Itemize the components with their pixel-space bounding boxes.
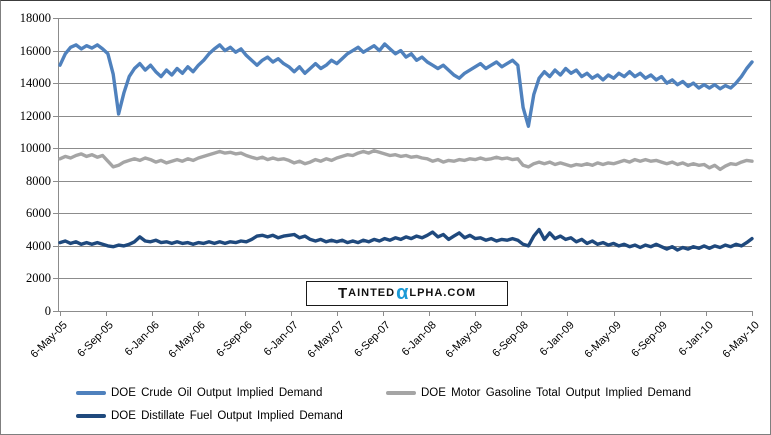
legend-label: DOE Distillate Fuel Output Implied Deman…	[111, 409, 343, 422]
series-line-1	[58, 148, 754, 172]
watermark-text: AINTED	[348, 287, 396, 299]
y-axis-tick-label: 4000	[26, 238, 51, 253]
legend-item-distillate-fuel: DOE Distillate Fuel Output Implied Deman…	[76, 408, 343, 423]
y-axis-tick-label: 18000	[19, 11, 51, 25]
y-axis-tick-label: 6000	[26, 206, 51, 221]
y-axis-tick-label: 10000	[19, 141, 51, 156]
series-line-0	[58, 42, 754, 128]
legend-item-crude-oil: DOE Crude Oil Output Implied Demand	[76, 385, 322, 400]
y-axis-tick-label: 12000	[19, 108, 51, 123]
legend-marker-distillate-fuel	[76, 413, 106, 418]
legend-label: DOE Motor Gasoline Total Output Implied …	[421, 386, 692, 399]
y-axis-tick-label: 8000	[26, 173, 51, 188]
legend-label: DOE Crude Oil Output Implied Demand	[111, 386, 323, 399]
watermark-text: LPHA.COM	[409, 287, 477, 299]
y-axis-tick-label: 2000	[26, 271, 51, 286]
legend-marker-motor-gasoline	[386, 390, 416, 395]
y-axis-tick-label: 14000	[19, 76, 51, 91]
y-axis-tick-label: 16000	[19, 43, 51, 58]
y-axis-tick-label: 0	[44, 304, 51, 318]
series-line-2	[58, 227, 754, 252]
watermark-text: T	[337, 285, 349, 302]
legend-item-motor-gasoline: DOE Motor Gasoline Total Output Implied …	[386, 385, 691, 400]
watermark-taintedalpha: T AINTED α LPHA.COM	[306, 281, 508, 306]
watermark-alpha-glyph: α	[396, 281, 410, 304]
legend-marker-crude-oil	[76, 390, 106, 395]
